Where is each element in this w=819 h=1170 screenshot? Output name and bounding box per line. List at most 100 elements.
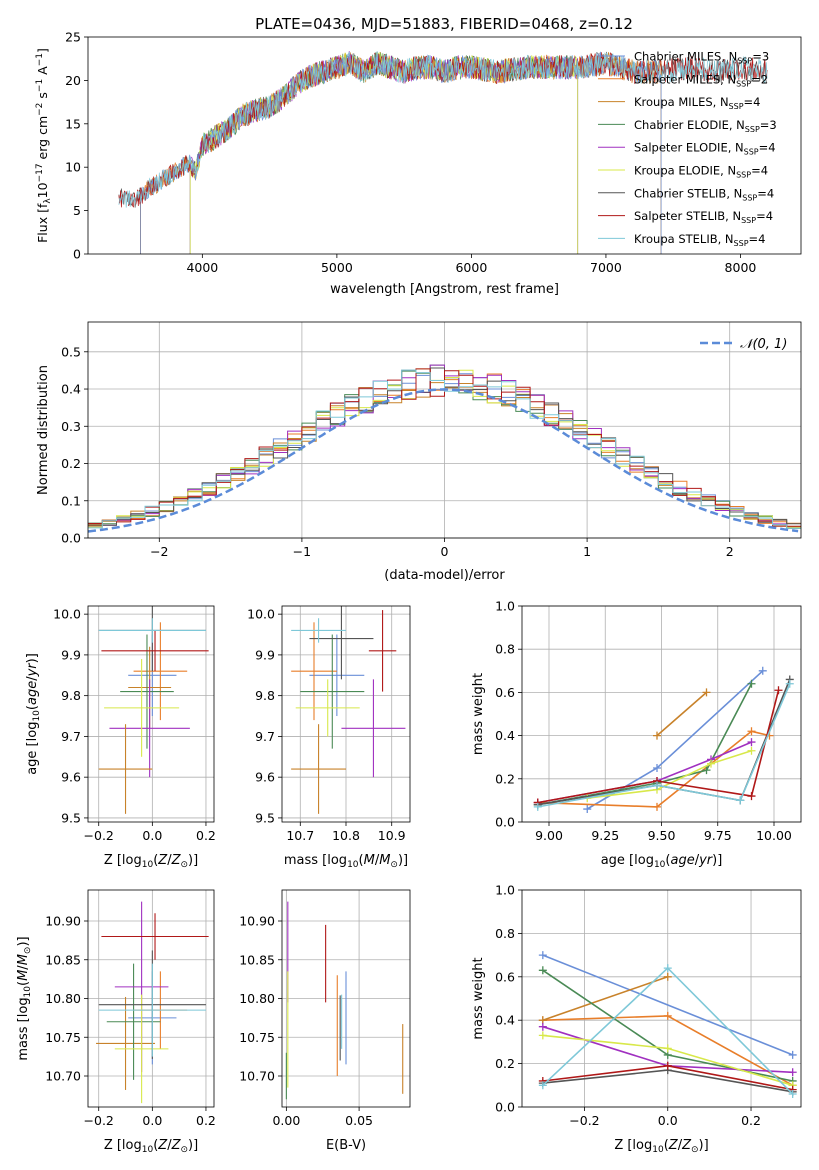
y-tick-label: 10.80 — [45, 991, 81, 1006]
x-tick-label: 6000 — [455, 260, 487, 275]
y-tick-label: 9.7 — [61, 729, 81, 744]
age_vs_Z-ylabel: age [log10(age/yr)] — [25, 653, 42, 775]
legend-entry: Chabrier MILES, NSSP=3 — [634, 50, 769, 66]
x-tick-label: 9.50 — [648, 828, 676, 843]
y-tick-label: 10.0 — [53, 607, 81, 622]
residuals-axes: −2 −1 0 1 2 0.0 0.1 0.2 0.3 0.4 0.5 — [61, 322, 801, 559]
spectrum-line — [118, 51, 768, 208]
y-tick-label: 9.6 — [61, 770, 81, 785]
weight_vs_Z-xlabel: Z [log10(Z/Z⊙)] — [614, 1138, 708, 1155]
figure-title: PLATE=0436, MJD=51883, FIBERID=0468, z=0… — [255, 15, 633, 33]
weight-marker — [774, 686, 783, 695]
y-tick-label: 9.9 — [255, 647, 275, 662]
legend-entry: Salpeter MILES, NSSP=2 — [634, 72, 768, 88]
y-tick-label: 0.0 — [495, 815, 515, 830]
spectrum-line — [140, 51, 662, 254]
age_vs_mass-frame — [281, 605, 411, 823]
weight-marker — [788, 1089, 797, 1098]
weight-marker — [583, 805, 592, 814]
x-tick-label: 0.0 — [142, 828, 162, 843]
y-tick-label: 9.5 — [255, 810, 275, 825]
weight-line — [537, 741, 752, 804]
spectrum-frame — [87, 36, 802, 255]
y-tick-label: 1.0 — [495, 599, 515, 614]
weight-marker — [747, 679, 756, 688]
y-tick-label: 9.5 — [61, 810, 81, 825]
legend-entry: Salpeter STELIB, NSSP=4 — [634, 209, 773, 225]
y-tick-label: 0.6 — [495, 969, 515, 984]
x-tick-label: −2 — [150, 544, 168, 559]
y-tick-label: 0.0 — [495, 1100, 515, 1115]
weight-marker — [533, 802, 542, 811]
weight-marker — [663, 1044, 672, 1053]
spectrum-legend: Chabrier MILES, NSSP=3 Salpeter MILES, NS… — [598, 50, 777, 248]
spectrum-line — [189, 51, 579, 254]
x-tick-label: 0.00 — [272, 1113, 300, 1128]
weight-line — [587, 749, 752, 799]
weight-marker — [663, 972, 672, 981]
weight-marker — [747, 727, 756, 736]
x-tick-label: 0.0 — [658, 1113, 678, 1128]
weight_vs_age-frame — [521, 605, 802, 823]
weight-marker — [538, 1081, 547, 1090]
x-tick-label: 7000 — [590, 260, 622, 275]
weight-marker — [702, 766, 711, 775]
y-tick-label: 10.85 — [45, 952, 81, 967]
weight-marker — [788, 1050, 797, 1059]
spectrum-line — [140, 52, 662, 254]
y-tick-label: 9.8 — [255, 688, 275, 703]
histogram-step — [88, 369, 801, 529]
y-tick-label: 10.75 — [45, 1030, 81, 1045]
x-tick-label: 9.25 — [591, 828, 619, 843]
mass_vs_Z-axes: −0.2 0.0 0.2 10.70 10.75 10.80 10.85 10.90 — [45, 890, 216, 1128]
legend-entry: Chabrier STELIB, NSSP=4 — [634, 186, 774, 202]
x-tick-label: 0 — [441, 544, 449, 559]
residuals-xlabel: (data-model)/error — [384, 568, 505, 583]
age_vs_Z-frame — [87, 605, 215, 823]
weight_vs_Z-axes: −0.2 0.0 0.2 0.0 0.2 0.4 0.6 0.8 1.0 — [495, 883, 801, 1128]
weight-marker — [758, 666, 767, 675]
weight-marker — [538, 1022, 547, 1031]
x-tick-label: 9.00 — [535, 828, 563, 843]
residuals-frame — [87, 321, 802, 539]
legend-entry: Kroupa ELODIE, NSSP=4 — [634, 164, 768, 180]
spectrum-line — [189, 52, 579, 254]
y-tick-label: 0.1 — [61, 493, 81, 508]
y-tick-label: 10.90 — [45, 914, 81, 929]
gaussian-curve — [87, 388, 799, 533]
mass_vs_Z-frame — [87, 889, 215, 1108]
weight-marker — [538, 951, 547, 960]
age_vs_Z-xlabel: Z [log10(Z/Z⊙)] — [104, 853, 198, 870]
y-tick-label: 0.0 — [61, 531, 81, 546]
y-tick-label: 0 — [73, 247, 81, 262]
y-tick-label: 9.6 — [255, 770, 275, 785]
x-tick-label: 10.7 — [286, 828, 314, 843]
y-tick-label: 10.85 — [239, 952, 275, 967]
spectrum-xlabel: wavelength [Angstrom, rest frame] — [330, 282, 559, 297]
y-tick-label: 20 — [65, 73, 81, 88]
y-tick-label: 10.90 — [239, 914, 275, 929]
weight-marker — [653, 764, 661, 772]
y-tick-label: 10.70 — [45, 1069, 81, 1084]
weight-line — [656, 691, 708, 737]
y-tick-label: 0.4 — [61, 382, 81, 397]
x-tick-label: 0.05 — [345, 1113, 373, 1128]
y-tick-label: 0.4 — [495, 728, 515, 743]
panels: 4000 5000 6000 7000 80000510152025wavelength… — [16, 30, 802, 1155]
weight_vs_age-xlabel: age [log10(age/yr)] — [601, 853, 723, 870]
legend-entry: Chabrier ELODIE, NSSP=3 — [634, 118, 777, 134]
legend-entry: Kroupa STELIB, NSSP=4 — [634, 232, 765, 248]
x-tick-label: 0.2 — [196, 1113, 216, 1128]
weight_vs_Z-frame — [521, 889, 802, 1108]
x-tick-label: 8000 — [725, 260, 757, 275]
x-tick-label: 1 — [583, 544, 591, 559]
weight-marker — [653, 731, 661, 740]
x-tick-label: 5000 — [321, 260, 353, 275]
weight-line — [542, 976, 668, 1021]
age_vs_mass-axes: 10.7 10.8 10.9 9.5 9.6 9.7 9.8 9.9 10.0 — [247, 606, 410, 843]
y-tick-label: 9.8 — [61, 688, 81, 703]
weight-marker — [788, 1068, 797, 1077]
x-tick-label: 0.2 — [196, 828, 216, 843]
y-tick-label: 0.2 — [495, 1056, 515, 1071]
y-tick-label: 5 — [73, 203, 81, 218]
